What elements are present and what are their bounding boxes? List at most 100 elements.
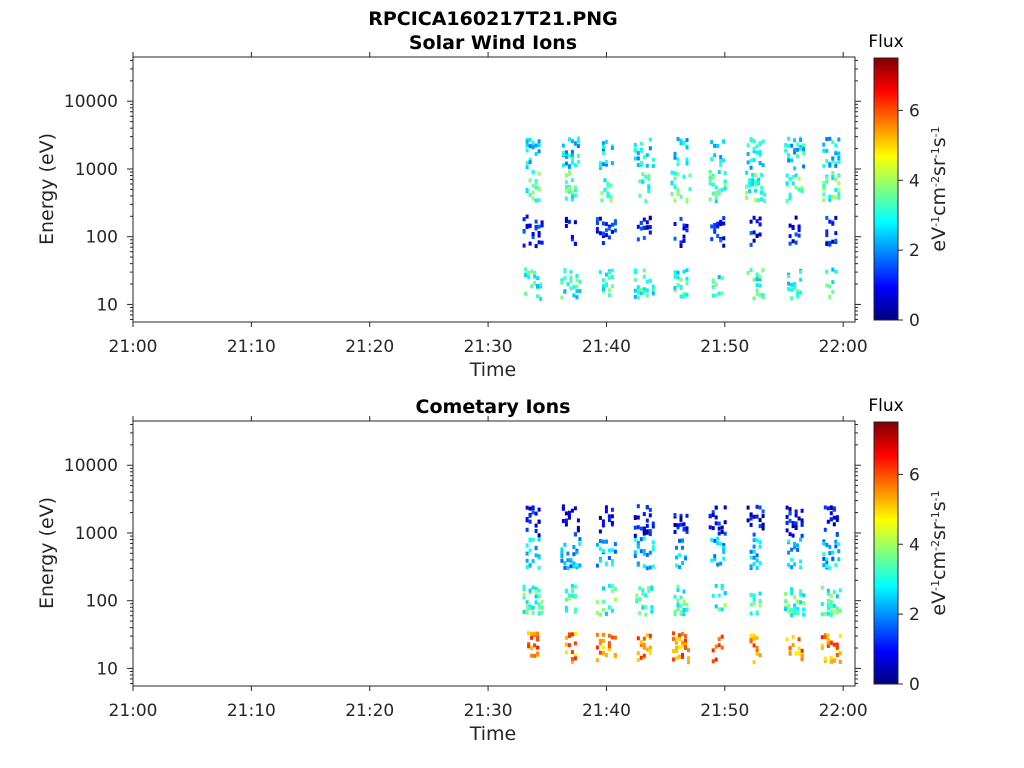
heatmap-cell (633, 277, 637, 282)
heatmap-cell (832, 642, 836, 647)
heatmap-cell (837, 542, 841, 547)
heatmap-cell (755, 272, 759, 277)
heatmap-cell (610, 559, 614, 564)
heatmap-cell (651, 524, 655, 529)
heatmap-cell (636, 544, 640, 549)
heatmap-cell (720, 586, 724, 591)
colorbar (873, 421, 899, 685)
heatmap-cell (576, 528, 580, 533)
heatmap-cell (720, 634, 724, 639)
heatmap-cell (749, 165, 753, 170)
heatmap-cell (636, 163, 640, 167)
heatmap-cell (672, 636, 675, 641)
heatmap-cell (828, 197, 832, 202)
heatmap-cell (595, 632, 599, 637)
heatmap-cell (636, 525, 640, 530)
heatmap-cell (527, 644, 531, 649)
heatmap-cell (755, 288, 759, 293)
heatmap-cell (633, 142, 637, 147)
heatmap-cell (566, 551, 570, 556)
heatmap-cell (835, 606, 839, 611)
heatmap-cell (598, 161, 602, 166)
heatmap-cell (713, 223, 717, 227)
heatmap-cell (527, 275, 531, 280)
heatmap-cell (636, 658, 640, 662)
y-tick-label: 100 (86, 592, 118, 612)
heatmap-cell (797, 651, 801, 656)
heatmap-cell (687, 648, 690, 653)
heatmap-cell (613, 635, 617, 640)
heatmap-cell (651, 544, 655, 549)
heatmap-cell (723, 591, 727, 595)
colorbar-title: Flux (868, 32, 903, 52)
heatmap-cell (534, 198, 538, 203)
heatmap-cell (755, 538, 759, 543)
heatmap-cell (531, 610, 535, 615)
heatmap-cell (613, 221, 617, 226)
heatmap-cell (607, 556, 611, 560)
heatmap-cell (648, 633, 652, 638)
heatmap-cell (603, 178, 607, 183)
heatmap-cell (567, 593, 571, 598)
heatmap-cell (823, 527, 827, 532)
heatmap-cell (606, 191, 610, 196)
heatmap-cell (790, 282, 794, 287)
heatmap-cell (711, 648, 715, 653)
heatmap-cell (537, 198, 541, 203)
heatmap-cell (752, 597, 756, 602)
heatmap-cell (761, 139, 765, 144)
heatmap-cell (642, 268, 646, 273)
heatmap-cell (757, 181, 761, 186)
heatmap-cell (601, 151, 605, 156)
heatmap-cell (822, 187, 826, 192)
heatmap-cell (613, 549, 617, 554)
heatmap-cell (825, 564, 829, 568)
heatmap-cell (794, 215, 798, 220)
heatmap-cell (825, 215, 829, 220)
heatmap-cell (676, 584, 680, 589)
heatmap-cell (834, 195, 838, 200)
heatmap-cell (829, 640, 833, 645)
heatmap-cell (837, 173, 841, 178)
heatmap-cell (598, 539, 602, 543)
heatmap-cell (673, 609, 677, 614)
heatmap-cell (564, 173, 568, 178)
heatmap-cell (675, 545, 678, 550)
heatmap-cell (752, 636, 756, 641)
heatmap-cell (610, 284, 614, 289)
heatmap-cell (716, 536, 720, 541)
heatmap-cell (794, 173, 798, 178)
heatmap-cell (717, 607, 721, 612)
heatmap-cell (641, 588, 645, 593)
heatmap-cell (566, 566, 570, 571)
heatmap-cell (641, 172, 645, 177)
heatmap-cell (826, 588, 830, 593)
heatmap-cell (788, 177, 792, 181)
heatmap-cell (835, 653, 839, 657)
heatmap-cell (837, 188, 841, 193)
heatmap-cell (533, 274, 537, 279)
heatmap-cell (832, 590, 836, 594)
heatmap-cell (607, 293, 611, 298)
heatmap-cell (531, 145, 535, 150)
heatmap-cell (675, 640, 678, 645)
heatmap-cell (758, 232, 762, 237)
heatmap-cell (528, 241, 532, 246)
heatmap-cell (534, 185, 538, 190)
heatmap-cell (570, 149, 574, 154)
heatmap-cell (794, 240, 798, 245)
heatmap-cell (564, 522, 568, 527)
heatmap-cell (570, 508, 574, 513)
heatmap-cell (607, 644, 611, 649)
heatmap-cell (645, 566, 649, 571)
heatmap-cell (648, 651, 652, 656)
heatmap-cell (647, 174, 651, 178)
heatmap-cell (785, 505, 789, 510)
heatmap-cell (837, 192, 841, 197)
heatmap-cell (837, 181, 841, 186)
heatmap-cell (758, 274, 762, 279)
heatmap-cell (837, 159, 841, 164)
heatmap-cell (636, 636, 640, 641)
heatmap-cell (636, 237, 640, 242)
heatmap-cell (708, 172, 712, 177)
